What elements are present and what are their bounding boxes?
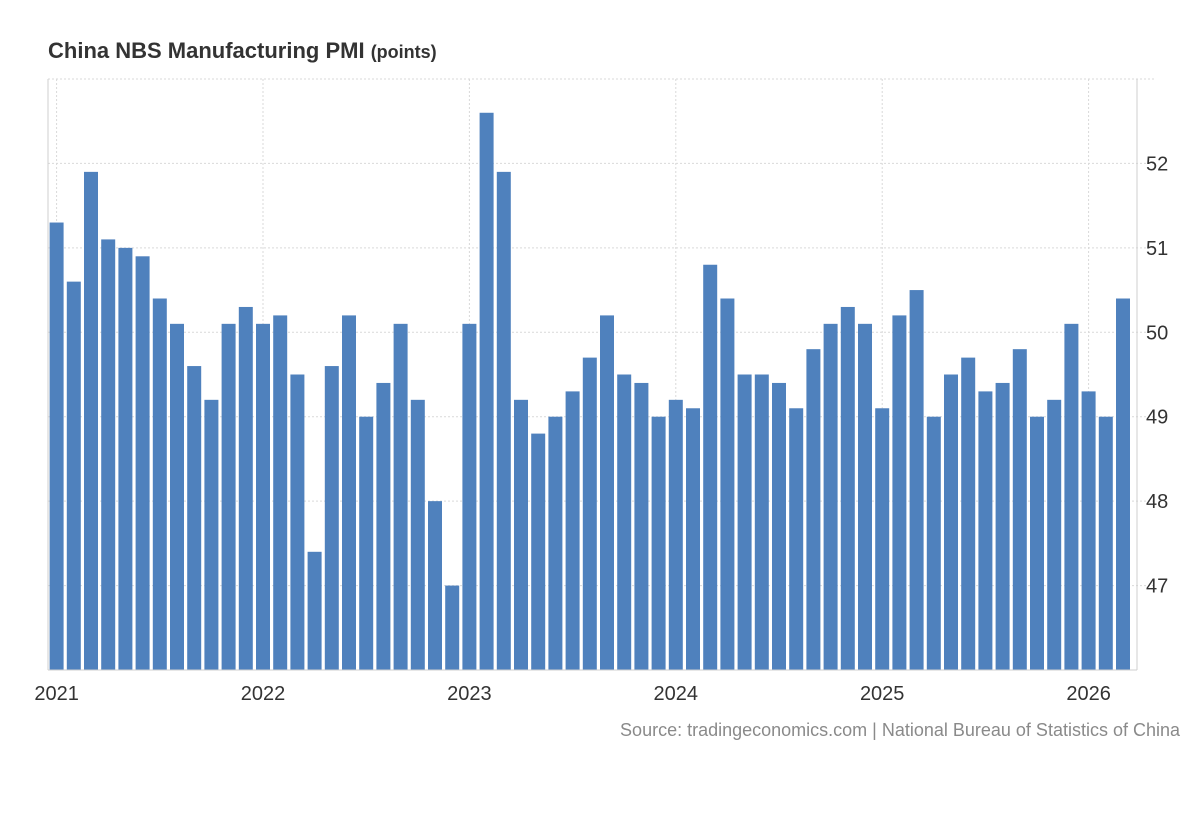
bar	[514, 399, 528, 670]
bar	[376, 382, 391, 670]
bar	[118, 247, 133, 671]
bar	[170, 323, 184, 670]
bar	[1116, 298, 1130, 670]
y-tick-label: 51	[1146, 238, 1168, 260]
y-tick-label: 49	[1146, 407, 1168, 429]
bar	[978, 391, 993, 670]
bar	[548, 416, 563, 670]
bar	[66, 281, 81, 670]
bar	[393, 323, 408, 670]
bar	[995, 382, 1010, 670]
bar	[703, 264, 718, 670]
bar	[101, 239, 116, 670]
bar	[840, 306, 855, 670]
bar	[600, 315, 614, 670]
bar	[1064, 323, 1079, 670]
x-tick-label: 2022	[241, 683, 286, 700]
bar	[342, 315, 356, 670]
bar	[565, 391, 580, 670]
bar	[651, 416, 666, 670]
bar	[858, 323, 872, 670]
label-layer: 47 48 49 50 51 52 2021 2022 2023 2024 2025 2026	[34, 153, 1168, 700]
bar	[221, 323, 236, 670]
bar	[806, 349, 821, 670]
bar	[238, 306, 253, 670]
chart-title: China NBS Manufacturing PMI (points)	[48, 38, 437, 64]
bar	[290, 374, 305, 670]
y-tick-label: 48	[1146, 491, 1168, 513]
bar	[789, 408, 804, 670]
bar	[135, 256, 150, 670]
bar	[410, 399, 425, 670]
bar	[496, 171, 511, 670]
bar	[307, 551, 322, 670]
bar	[445, 585, 460, 670]
x-tick-label: 2021	[34, 683, 79, 700]
bar	[152, 298, 167, 670]
bar	[1047, 399, 1062, 670]
y-tick-label: 52	[1146, 153, 1168, 175]
bar	[720, 298, 735, 670]
bar	[1012, 349, 1027, 670]
y-tick-label: 47	[1146, 576, 1168, 598]
bar	[1030, 416, 1044, 670]
bar	[359, 416, 374, 670]
bar	[772, 382, 786, 670]
bar	[754, 374, 769, 670]
bar-layer	[49, 112, 1130, 671]
chart-unit: (points)	[370, 42, 437, 62]
chart-title-text: China NBS Manufacturing PMI	[48, 38, 365, 63]
bar	[875, 408, 890, 670]
bar	[617, 374, 632, 670]
y-tick-label: 50	[1146, 322, 1168, 344]
bar	[84, 171, 98, 670]
bar	[582, 357, 597, 670]
x-tick-label: 2024	[654, 683, 699, 700]
bar	[204, 399, 219, 670]
axis-layer	[47, 79, 1138, 671]
x-tick-label: 2025	[860, 683, 905, 700]
bar	[668, 399, 683, 670]
bar	[926, 416, 941, 670]
bar	[256, 323, 270, 670]
bar	[961, 357, 976, 670]
bar	[944, 374, 958, 670]
bar	[1098, 416, 1113, 670]
bar	[479, 112, 494, 670]
bar	[909, 290, 924, 670]
bar	[324, 366, 339, 670]
bar	[462, 323, 477, 670]
bar	[49, 222, 64, 670]
bar	[273, 315, 288, 670]
bar	[187, 366, 202, 670]
bar	[428, 501, 442, 670]
x-tick-label: 2023	[447, 683, 492, 700]
bar	[686, 408, 700, 670]
bar	[823, 323, 838, 670]
source-note: Source: tradingeconomics.com | National …	[620, 720, 1180, 740]
x-tick-label: 2026	[1066, 683, 1111, 700]
bar	[892, 315, 907, 670]
bar	[1081, 391, 1096, 670]
bar	[531, 433, 546, 670]
bar	[634, 382, 649, 670]
bar	[737, 374, 752, 670]
bar-chart: 47 48 49 50 51 52 2021 2022 2023 2024 2025 2026	[34, 78, 1168, 700]
